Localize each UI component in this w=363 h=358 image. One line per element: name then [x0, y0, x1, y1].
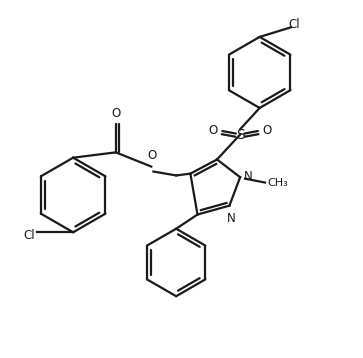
Text: O: O — [262, 124, 272, 137]
Text: CH₃: CH₃ — [268, 178, 289, 188]
Text: N: N — [227, 212, 235, 225]
Text: N: N — [244, 170, 252, 183]
Text: Cl: Cl — [24, 229, 35, 242]
Text: S: S — [236, 127, 245, 142]
Text: O: O — [111, 107, 121, 120]
Text: Cl: Cl — [289, 18, 300, 31]
Text: O: O — [208, 124, 218, 137]
Text: O: O — [147, 149, 156, 162]
